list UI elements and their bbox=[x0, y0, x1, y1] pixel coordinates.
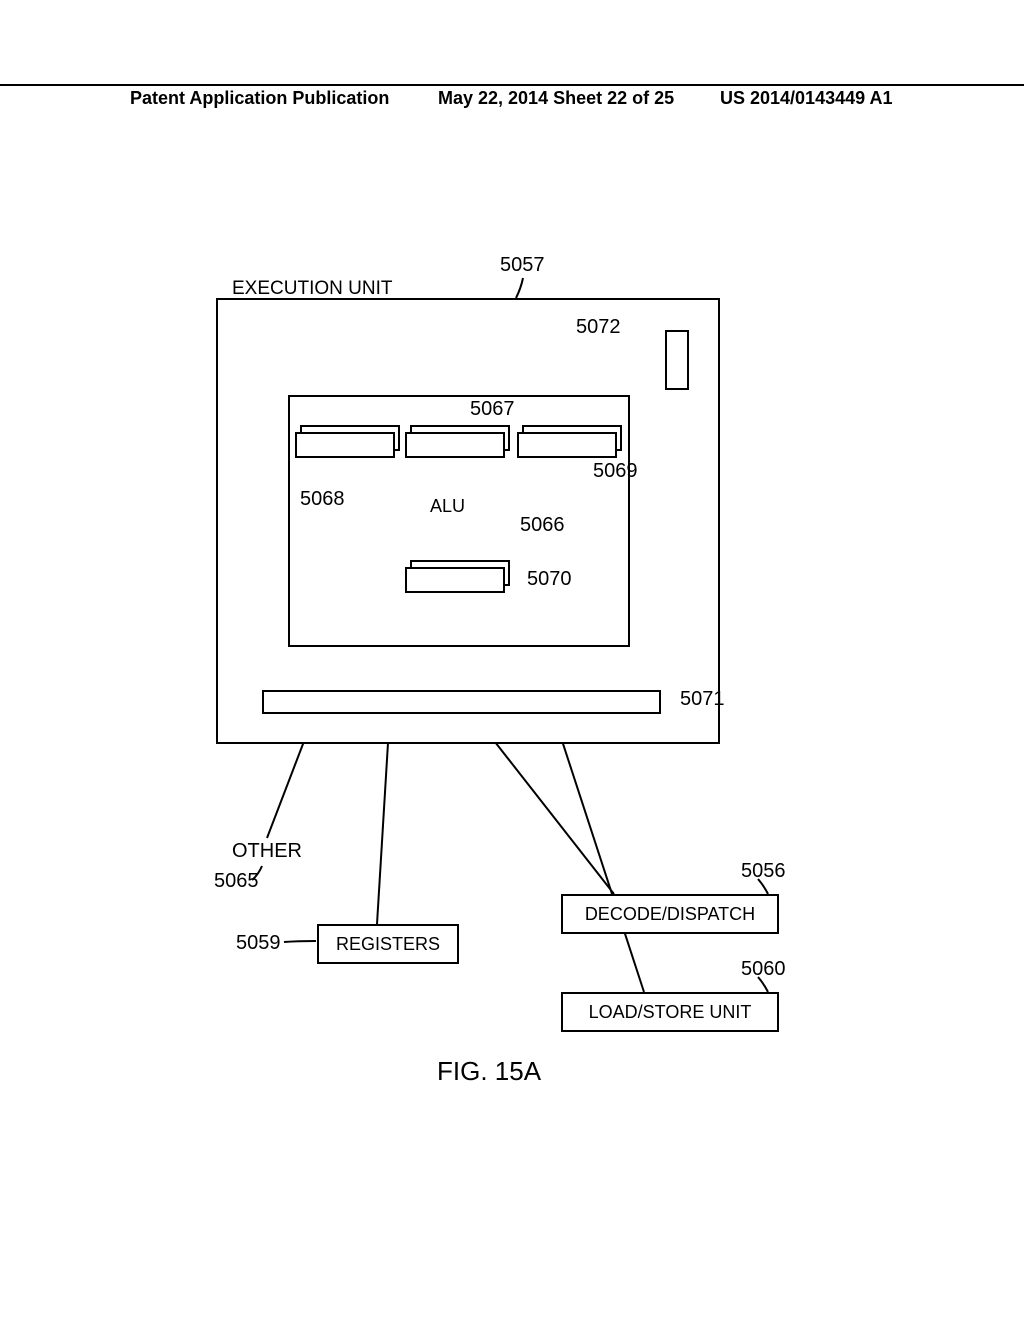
ref-5071: 5071 bbox=[680, 688, 725, 711]
execution-unit-title: EXECUTION UNIT bbox=[232, 278, 392, 300]
reg-5069-front bbox=[517, 432, 617, 458]
reg-5068-front bbox=[295, 432, 395, 458]
alu-label: ALU bbox=[430, 496, 465, 517]
ref-5067: 5067 bbox=[470, 398, 515, 421]
ref-5066: 5066 bbox=[520, 514, 565, 537]
block-5072 bbox=[665, 330, 689, 390]
ref-5069: 5069 bbox=[593, 460, 638, 483]
ref-5065: 5065 bbox=[214, 870, 259, 893]
ref-5056: 5056 bbox=[741, 860, 786, 883]
registers-box: REGISTERS bbox=[317, 924, 459, 964]
ref-5057: 5057 bbox=[500, 254, 545, 277]
figure-caption: FIG. 15A bbox=[437, 1056, 541, 1087]
decode-dispatch-box: DECODE/DISPATCH bbox=[561, 894, 779, 934]
ref-5060: 5060 bbox=[741, 958, 786, 981]
ref-5072: 5072 bbox=[576, 316, 621, 339]
ref-5059: 5059 bbox=[236, 932, 281, 955]
page: Patent Application Publication May 22, 2… bbox=[0, 0, 1024, 1320]
load-store-box: LOAD/STORE UNIT bbox=[561, 992, 779, 1032]
ref-5070: 5070 bbox=[527, 568, 572, 591]
reg-5070-front bbox=[405, 567, 505, 593]
bar-5071 bbox=[262, 690, 661, 714]
reg-5067-front bbox=[405, 432, 505, 458]
ref-5068: 5068 bbox=[300, 488, 345, 511]
other-label: OTHER bbox=[232, 840, 302, 863]
